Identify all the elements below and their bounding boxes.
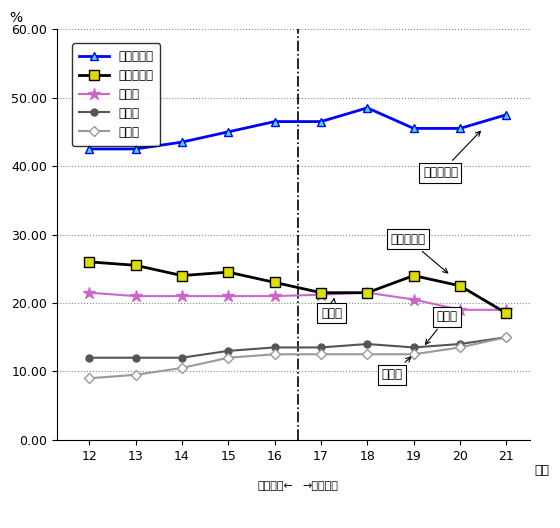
人件費 (132, 293, 139, 299)
公債費 (456, 341, 463, 347)
扶助費 (456, 344, 463, 351)
公債費 (225, 348, 232, 354)
義務的経費 (318, 118, 324, 125)
Text: 旧浜松市←: 旧浜松市← (257, 481, 293, 491)
公債費 (318, 344, 324, 351)
義務的経費 (86, 146, 92, 152)
義務的経費 (132, 146, 139, 152)
投資的経費 (86, 259, 92, 265)
Text: 年度: 年度 (534, 465, 549, 477)
公債費 (503, 334, 510, 341)
Text: 義務的経費: 義務的経費 (423, 131, 480, 180)
義務的経費 (410, 125, 417, 131)
公債費 (364, 341, 371, 347)
扶助費 (364, 351, 371, 357)
義務的経費 (364, 105, 371, 111)
投資的経費 (179, 272, 185, 279)
投資的経費 (225, 269, 232, 275)
人件費 (364, 289, 371, 296)
義務的経費 (456, 125, 463, 131)
公債費 (86, 354, 92, 361)
人件費 (179, 293, 185, 299)
Line: 人件費: 人件費 (83, 286, 512, 316)
義務的経費 (225, 129, 232, 135)
投資的経費 (410, 272, 417, 279)
扶助費 (179, 365, 185, 371)
Line: 扶助費: 扶助費 (86, 334, 510, 382)
投資的経費 (132, 262, 139, 268)
Text: 扶助費: 扶助費 (381, 357, 410, 381)
人件費 (410, 296, 417, 303)
Text: %: % (10, 11, 23, 25)
人件費 (318, 291, 324, 298)
Line: 義務的経費: 義務的経費 (85, 103, 511, 153)
公債費 (179, 354, 185, 361)
義務的経費 (179, 139, 185, 145)
投資的経費 (503, 310, 510, 316)
人件費 (271, 293, 278, 299)
扶助費 (86, 375, 92, 381)
人件費 (503, 307, 510, 313)
義務的経費 (271, 118, 278, 125)
扶助費 (410, 351, 417, 357)
Text: 人件費: 人件費 (321, 299, 342, 319)
公債費 (410, 344, 417, 351)
Line: 投資的経費: 投資的経費 (85, 257, 511, 318)
扶助費 (318, 351, 324, 357)
投資的経費 (364, 289, 371, 296)
Legend: 義務的経費, 投資的経費, 人件費, 公債費, 扶助費: 義務的経費, 投資的経費, 人件費, 公債費, 扶助費 (72, 43, 160, 146)
投資的経費 (271, 279, 278, 286)
投資的経費 (318, 289, 324, 296)
扶助費 (503, 334, 510, 341)
人件費 (86, 289, 92, 296)
人件費 (225, 293, 232, 299)
Text: 公債費: 公債費 (426, 310, 458, 344)
公債費 (271, 344, 278, 351)
投資的経費 (456, 282, 463, 289)
Text: →新浜松市: →新浜松市 (302, 481, 338, 491)
扶助費 (225, 354, 232, 361)
Text: 投資的経費: 投資的経費 (390, 233, 447, 273)
扶助費 (132, 372, 139, 378)
扶助費 (271, 351, 278, 357)
義務的経費 (503, 111, 510, 118)
公債費 (132, 354, 139, 361)
Line: 公債費: 公債費 (86, 334, 510, 361)
人件費 (456, 307, 463, 313)
